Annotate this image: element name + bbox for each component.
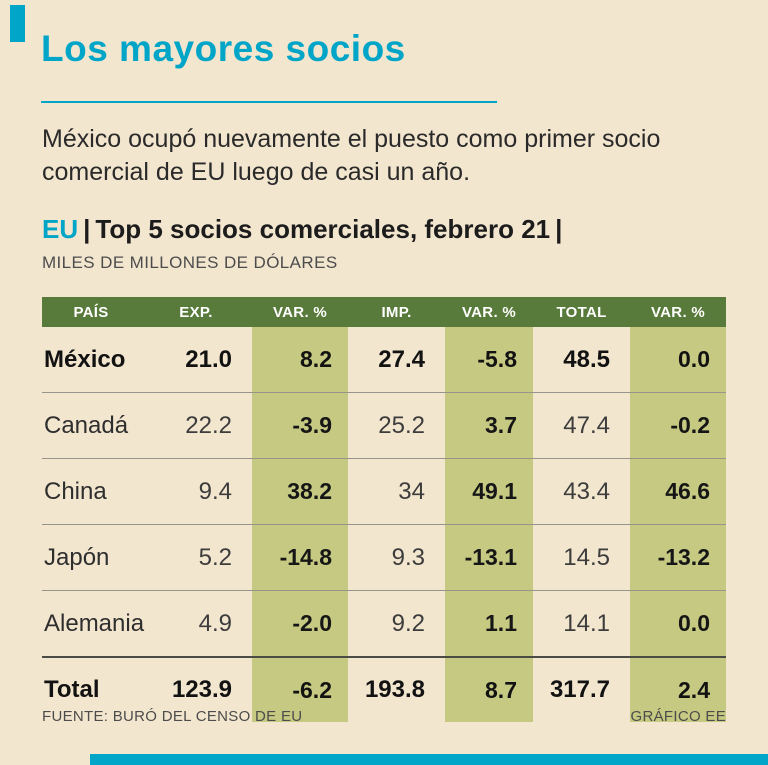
var-imp-value: 49.1 (445, 459, 533, 525)
var-exp-value: -6.2 (252, 658, 348, 723)
total-value: 48.5 (563, 345, 610, 373)
var-exp-value: 8.2 (252, 327, 348, 393)
total-value: 14.1 (563, 609, 610, 637)
units-label: MILES DE MILLONES DE DÓLARES (42, 253, 338, 273)
col-header-var-imp: VAR. % (461, 303, 517, 321)
country-label: Alemania (44, 609, 145, 637)
exp-value: 123.9 (171, 676, 232, 704)
kicker-separator-1: | (83, 214, 91, 245)
col-header-exp: EXP. (179, 303, 213, 321)
var-imp-value: -13.1 (445, 525, 533, 591)
var-imp-value: 3.7 (445, 393, 533, 459)
var-exp-value: -2.0 (252, 591, 348, 657)
table-row-total: Total 123.9 -6.2 193.8 8.7 317.7 2.4 (42, 658, 726, 723)
var-imp-value: -5.8 (445, 327, 533, 393)
col-header-pais: PAÍS (73, 303, 109, 321)
exp-value: 4.9 (198, 609, 232, 637)
kicker-title: Top 5 socios comerciales, febrero 21 (95, 214, 551, 245)
imp-value: 9.2 (391, 609, 425, 637)
col-header-total: TOTAL (556, 303, 607, 321)
total-value: 43.4 (563, 477, 610, 505)
var-exp-value: -14.8 (252, 525, 348, 591)
title-block: Los mayores socios (0, 0, 768, 93)
var-total-value: -13.2 (630, 525, 726, 591)
col-header-var-total: VAR. % (650, 303, 706, 321)
bottom-accent-bar (90, 754, 768, 765)
var-imp-value: 1.1 (445, 591, 533, 657)
imp-value: 34 (398, 477, 425, 505)
table-header-row: PAÍS EXP. VAR. % IMP. VAR. % TOTAL VAR. … (42, 297, 726, 328)
var-exp-value: 38.2 (252, 459, 348, 525)
var-total-value: 0.0 (630, 327, 726, 393)
table-row-mexico: México 21.0 8.2 27.4 -5.8 48.5 0.0 (42, 327, 726, 394)
table-row-japon: Japón 5.2 -14.8 9.3 -13.1 14.5 -13.2 (42, 525, 726, 592)
imp-value: 25.2 (378, 411, 425, 439)
imp-value: 27.4 (378, 345, 425, 373)
exp-value: 22.2 (185, 411, 232, 439)
var-total-value: -0.2 (630, 393, 726, 459)
var-total-value: 0.0 (630, 591, 726, 657)
exp-value: 21.0 (185, 345, 232, 373)
trade-table: PAÍS EXP. VAR. % IMP. VAR. % TOTAL VAR. … (42, 297, 726, 723)
var-total-value: 2.4 (630, 658, 726, 723)
credit-label: GRÁFICO EE (630, 708, 726, 725)
total-value: 317.7 (549, 676, 610, 704)
chart-kicker: EU | Top 5 socios comerciales, febrero 21 | (42, 214, 768, 245)
exp-value: 5.2 (198, 543, 232, 571)
title-accent-marker (10, 5, 25, 42)
country-label: Japón (44, 543, 110, 571)
exp-value: 9.4 (198, 477, 232, 505)
col-header-var-exp: VAR. % (272, 303, 328, 321)
source-label: FUENTE: BURÓ DEL CENSO DE EU (42, 708, 303, 725)
title-underline (41, 101, 497, 104)
kicker-separator-2: | (555, 214, 563, 245)
table-row-china: China 9.4 38.2 34 49.1 43.4 46.6 (42, 459, 726, 526)
country-label: México (44, 345, 126, 373)
total-row-label: Total (44, 676, 100, 704)
col-header-imp: IMP. (381, 303, 412, 321)
page-title: Los mayores socios (41, 27, 406, 69)
total-value: 47.4 (563, 411, 610, 439)
total-value: 14.5 (563, 543, 610, 571)
imp-value: 9.3 (391, 543, 425, 571)
kicker-region-label: EU (42, 214, 79, 245)
intro-text: México ocupó nuevamente el puesto como p… (42, 125, 661, 186)
var-imp-value: 8.7 (445, 658, 533, 723)
var-total-value: 46.6 (630, 459, 726, 525)
country-label: China (44, 477, 107, 505)
var-exp-value: -3.9 (252, 393, 348, 459)
table-row-alemania: Alemania 4.9 -2.0 9.2 1.1 14.1 0.0 (42, 591, 726, 659)
footer: FUENTE: BURÓ DEL CENSO DE EU GRÁFICO EE (42, 708, 726, 725)
table-row-canada: Canadá 22.2 -3.9 25.2 3.7 47.4 -0.2 (42, 393, 726, 460)
imp-value: 193.8 (364, 676, 425, 704)
country-label: Canadá (44, 411, 129, 439)
